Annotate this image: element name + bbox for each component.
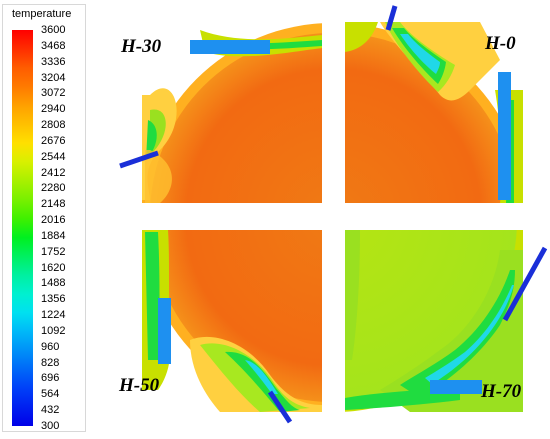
legend-tick-label: 2280: [41, 182, 66, 195]
label-h0: H-0: [484, 33, 516, 54]
legend-tick-label: 3204: [41, 71, 66, 84]
label-h50: H-50: [118, 375, 160, 396]
quadrant-h70: [345, 230, 523, 412]
injector-h0: [385, 5, 398, 31]
legend-tick-label: 432: [41, 404, 60, 417]
legend-title: temperature: [12, 8, 72, 20]
legend-tick-label: 300: [41, 420, 60, 432]
legend-tick-label: 1092: [41, 324, 66, 337]
legend-tick-label: 2940: [41, 103, 66, 116]
injector-h30: [119, 150, 159, 169]
injector-h50: [267, 390, 293, 424]
jet-h30: [190, 40, 270, 54]
legend-tick-label: 828: [41, 356, 60, 369]
legend-tick-label: 2016: [41, 214, 66, 227]
legend-tick-label: 1224: [41, 309, 66, 322]
legend-tick-label: 696: [41, 372, 60, 385]
legend-tick-label: 3468: [41, 39, 66, 52]
quadrant-h30: [142, 23, 322, 203]
legend-tick-label: 2148: [41, 198, 66, 211]
label-h30: H-30: [120, 36, 162, 57]
legend-tick-label: 3336: [41, 55, 66, 68]
legend-tick-label: 1884: [41, 229, 66, 242]
label-h70: H-70: [480, 381, 522, 402]
legend-tick-label: 1620: [41, 261, 66, 274]
legend-tick-label: 960: [41, 340, 60, 353]
legend-tick-label: 2676: [41, 134, 66, 147]
jet-h70: [430, 380, 482, 394]
quadrant-h50: [142, 230, 322, 412]
legend-tick-label: 1356: [41, 293, 66, 306]
legend-tick-label: 2808: [41, 119, 66, 132]
legend-tick-label: 3072: [41, 87, 66, 100]
jet-h50: [158, 298, 171, 364]
legend-tick-label: 2544: [41, 150, 66, 163]
legend-tick-label: 1488: [41, 277, 66, 290]
injector-h70: [502, 246, 548, 322]
jet-h0: [498, 72, 511, 200]
legend-tick-label: 564: [41, 388, 60, 401]
legend-tick-label: 1752: [41, 245, 66, 258]
quadrant-h0: [345, 22, 523, 203]
legend-tick-label: 2412: [41, 166, 66, 179]
temperature-legend: temperature 3600 3468 3336 3204 3072 2940 2808…: [2, 4, 86, 432]
legend-tick-label: 3600: [41, 24, 66, 36]
legend-colorbar: [12, 30, 33, 426]
